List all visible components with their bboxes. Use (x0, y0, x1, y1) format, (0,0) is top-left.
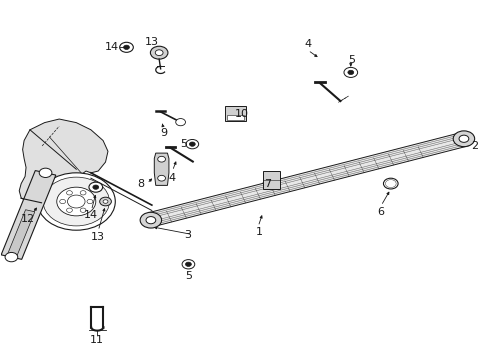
Circle shape (347, 70, 353, 75)
Text: 9: 9 (160, 128, 167, 138)
Circle shape (140, 212, 161, 228)
Circle shape (66, 208, 72, 212)
Circle shape (343, 67, 357, 77)
Text: 10: 10 (234, 109, 248, 119)
FancyBboxPatch shape (227, 115, 244, 120)
Circle shape (89, 182, 102, 192)
Text: 5: 5 (347, 55, 355, 65)
Text: 14: 14 (104, 42, 119, 52)
Circle shape (158, 175, 165, 181)
Text: 13: 13 (144, 37, 159, 47)
Text: 4: 4 (168, 173, 176, 183)
Circle shape (383, 178, 397, 189)
Circle shape (189, 142, 195, 146)
Circle shape (158, 156, 165, 162)
Text: 5: 5 (180, 139, 186, 149)
Circle shape (120, 42, 133, 52)
Circle shape (43, 177, 109, 226)
Text: 12: 12 (21, 215, 35, 224)
Circle shape (37, 173, 115, 230)
Text: 14: 14 (83, 211, 98, 220)
Circle shape (185, 139, 198, 149)
Circle shape (182, 260, 194, 269)
Circle shape (103, 200, 108, 203)
Circle shape (66, 191, 72, 195)
Text: 7: 7 (264, 179, 270, 189)
Circle shape (80, 208, 86, 212)
Circle shape (60, 199, 65, 204)
Text: 13: 13 (91, 232, 105, 242)
Circle shape (385, 180, 395, 188)
Circle shape (150, 46, 167, 59)
Circle shape (100, 197, 111, 206)
Text: 5: 5 (184, 271, 191, 282)
Circle shape (452, 131, 474, 147)
Polygon shape (148, 132, 468, 226)
Circle shape (57, 187, 96, 216)
Text: 11: 11 (90, 335, 104, 345)
Circle shape (146, 217, 156, 224)
Text: 3: 3 (183, 230, 190, 239)
Text: 4: 4 (304, 39, 311, 49)
Circle shape (87, 199, 93, 204)
Polygon shape (1, 171, 56, 259)
FancyBboxPatch shape (262, 171, 280, 189)
Circle shape (155, 50, 163, 55)
Text: 2: 2 (470, 141, 477, 151)
Circle shape (93, 185, 99, 189)
Polygon shape (154, 153, 168, 185)
Circle shape (458, 135, 468, 142)
Text: 6: 6 (377, 207, 384, 217)
Circle shape (67, 195, 85, 208)
Circle shape (123, 45, 129, 49)
FancyBboxPatch shape (224, 107, 246, 121)
Circle shape (175, 118, 185, 126)
Polygon shape (7, 210, 35, 258)
Polygon shape (19, 119, 108, 202)
Circle shape (386, 181, 393, 186)
Circle shape (39, 168, 52, 177)
Circle shape (185, 262, 191, 266)
Circle shape (80, 191, 86, 195)
Text: 8: 8 (137, 179, 144, 189)
Text: 1: 1 (255, 227, 262, 237)
Circle shape (5, 252, 18, 262)
